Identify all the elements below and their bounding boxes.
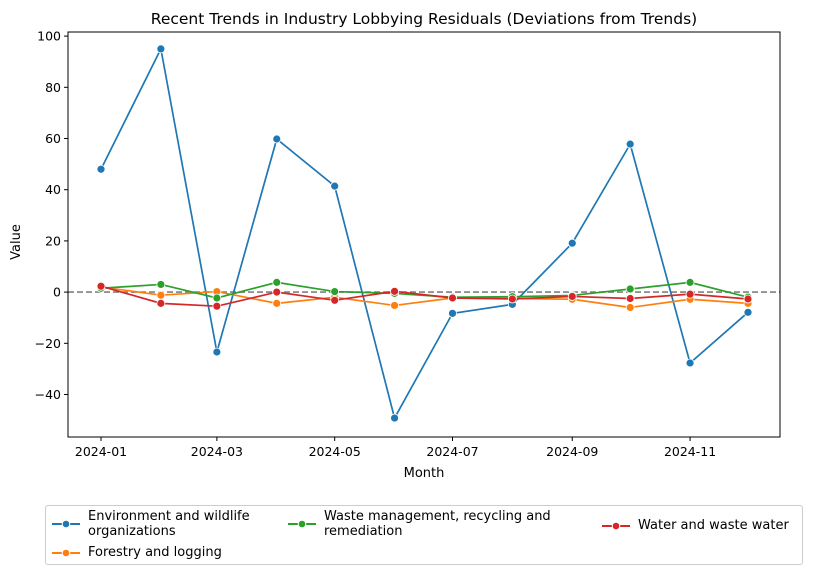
x-tick-label: 2024-03 <box>191 444 243 459</box>
data-point <box>272 134 282 144</box>
data-point <box>625 294 635 303</box>
legend-label: Water and waste water <box>638 518 789 533</box>
data-point <box>685 277 695 287</box>
data-point <box>390 286 399 296</box>
data-point <box>212 347 222 357</box>
data-point <box>212 301 222 311</box>
series-line-1 <box>100 286 749 309</box>
data-point <box>685 358 695 368</box>
legend-item-forestry: Forestry and logging <box>52 545 222 560</box>
data-point <box>156 298 166 308</box>
data-point <box>625 139 635 149</box>
data-point <box>625 284 635 294</box>
data-point <box>272 298 282 308</box>
data-point <box>507 294 517 304</box>
data-point <box>156 44 166 54</box>
data-point <box>743 294 753 304</box>
legend-label: Forestry and logging <box>88 545 222 560</box>
data-point <box>390 301 399 310</box>
data-point <box>330 181 340 191</box>
legend-marker-icon <box>288 519 316 529</box>
data-point <box>390 413 399 423</box>
data-point <box>96 281 106 291</box>
legend-marker-icon <box>52 519 80 529</box>
data-point <box>212 293 222 303</box>
data-point <box>156 280 166 289</box>
data-point <box>448 293 457 303</box>
x-tick-label: 2024-11 <box>664 444 716 459</box>
legend-marker-icon <box>52 548 80 557</box>
y-tick-label: −40 <box>35 387 61 402</box>
legend-item-environment: Environment and wildlife organizations <box>52 509 250 539</box>
data-point <box>330 287 340 296</box>
legend-label: Waste management, recycling and <box>324 509 551 524</box>
data-point <box>272 277 282 287</box>
y-tick-label: −20 <box>35 336 61 351</box>
plot-area <box>67 31 781 438</box>
chart-title: Recent Trends in Industry Lobbying Resid… <box>151 10 697 28</box>
data-point <box>448 308 457 318</box>
series-line-3 <box>100 285 749 308</box>
y-tick-label: 20 <box>45 233 61 248</box>
legend-item-water: Water and waste water <box>602 518 789 533</box>
series-line-0 <box>100 46 749 421</box>
data-point <box>272 287 282 297</box>
legend-label: Environment and wildlife <box>88 509 250 524</box>
y-tick-label: 60 <box>45 131 61 146</box>
x-axis-label: Month <box>404 466 445 481</box>
y-axis-label: Value <box>9 224 24 260</box>
legend-label: remediation <box>324 524 403 539</box>
y-tick-label: 40 <box>45 182 61 197</box>
data-point <box>567 292 577 301</box>
data-point <box>156 290 166 300</box>
y-tick-label: 100 <box>37 29 61 44</box>
x-tick-label: 2024-01 <box>75 444 127 459</box>
legend-marker-icon <box>602 521 630 530</box>
data-point <box>567 238 577 248</box>
legend: Environment and wildlife organizations Fo… <box>45 505 803 565</box>
series-line-2 <box>100 281 749 299</box>
data-point <box>743 307 753 317</box>
x-tick-label: 2024-09 <box>546 444 598 459</box>
x-tick-label: 2024-05 <box>309 444 361 459</box>
x-tick-label: 2024-07 <box>426 444 478 459</box>
y-tick-label: 80 <box>45 80 61 95</box>
data-point <box>625 303 635 312</box>
line-chart: Recent Trends in Industry Lobbying Resid… <box>9 10 781 481</box>
data-point <box>330 295 340 305</box>
legend-label: organizations <box>88 524 176 539</box>
y-tick-label: 0 <box>53 285 61 300</box>
data-point <box>96 164 106 174</box>
data-point <box>685 289 695 299</box>
legend-item-waste-management: Waste management, recycling and remediati… <box>288 509 551 539</box>
